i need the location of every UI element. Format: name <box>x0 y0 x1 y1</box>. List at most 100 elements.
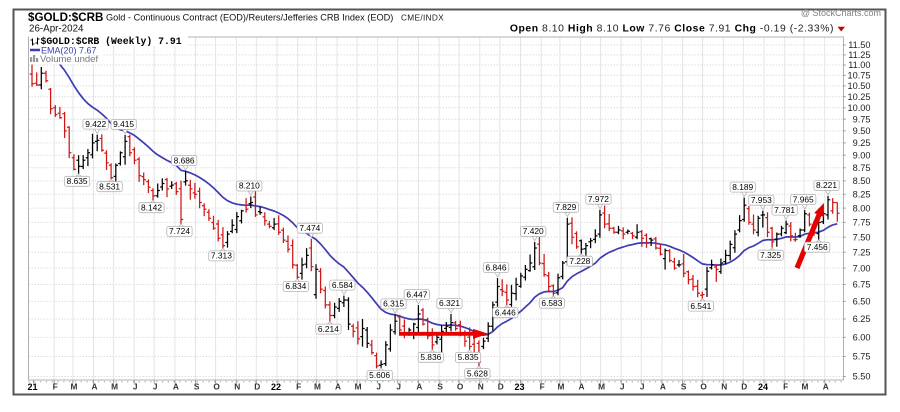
svg-text:M: M <box>355 382 362 392</box>
svg-text:A: A <box>416 382 422 392</box>
svg-text:A: A <box>823 382 829 392</box>
svg-text:M: M <box>557 382 564 392</box>
svg-text:M: M <box>70 382 77 392</box>
svg-text:26-Apr-2024: 26-Apr-2024 <box>29 24 84 35</box>
svg-text:F: F <box>53 382 58 392</box>
svg-text:J: J <box>133 382 138 392</box>
svg-text:A: A <box>173 382 179 392</box>
svg-text:8.221: 8.221 <box>816 180 837 190</box>
svg-text:F: F <box>296 382 301 392</box>
svg-text:11.50: 11.50 <box>848 40 870 50</box>
svg-text:CME/INDX: CME/INDX <box>401 13 444 23</box>
svg-text:6.315: 6.315 <box>383 299 404 309</box>
svg-text:23: 23 <box>514 382 524 392</box>
svg-text:D: D <box>254 382 260 392</box>
svg-text:D: D <box>498 382 504 392</box>
svg-text:9.422: 9.422 <box>85 119 106 129</box>
svg-text:J: J <box>376 382 381 392</box>
svg-text:F: F <box>540 382 545 392</box>
svg-text:6.583: 6.583 <box>541 298 562 308</box>
svg-text:7.25: 7.25 <box>853 248 871 258</box>
svg-text:7.456: 7.456 <box>807 242 828 252</box>
svg-text:8.142: 8.142 <box>141 202 162 212</box>
svg-text:A: A <box>92 382 98 392</box>
svg-text:9.25: 9.25 <box>853 138 871 148</box>
svg-text:O: O <box>213 382 220 392</box>
svg-text:11.25: 11.25 <box>848 50 870 60</box>
svg-text:9.75: 9.75 <box>853 114 871 124</box>
svg-text:N: N <box>234 382 240 392</box>
svg-text:6.321: 6.321 <box>439 298 460 308</box>
svg-text:5.835: 5.835 <box>458 352 479 362</box>
svg-text:@ StockCharts.com: @ StockCharts.com <box>801 8 881 18</box>
svg-text:J: J <box>620 382 625 392</box>
svg-text:Volume undef: Volume undef <box>40 54 98 65</box>
svg-text:O: O <box>700 382 707 392</box>
svg-text:7.75: 7.75 <box>853 218 871 228</box>
svg-text:J: J <box>640 382 645 392</box>
svg-text:5.836: 5.836 <box>420 352 441 362</box>
svg-text:9.00: 9.00 <box>853 150 871 160</box>
svg-text:7.972: 7.972 <box>588 194 609 204</box>
svg-text:10.75: 10.75 <box>848 71 871 81</box>
svg-text:N: N <box>721 382 727 392</box>
svg-text:6.75: 6.75 <box>853 280 871 290</box>
svg-text:7.228: 7.228 <box>569 256 590 266</box>
svg-text:7.724: 7.724 <box>169 226 190 236</box>
svg-text:22: 22 <box>271 382 281 392</box>
svg-text:A: A <box>660 382 666 392</box>
svg-text:8.210: 8.210 <box>239 181 260 191</box>
svg-text:10.25: 10.25 <box>848 92 871 102</box>
svg-text:10.50: 10.50 <box>848 81 871 91</box>
svg-text:8.686: 8.686 <box>174 155 195 165</box>
svg-text:M: M <box>598 382 605 392</box>
svg-text:M: M <box>111 382 118 392</box>
svg-text:7.00: 7.00 <box>853 263 871 273</box>
svg-text:S: S <box>681 382 687 392</box>
svg-text:7.965: 7.965 <box>793 194 814 204</box>
svg-text:9.50: 9.50 <box>853 126 871 136</box>
svg-text:7.313: 7.313 <box>211 251 232 261</box>
svg-text:7.420: 7.420 <box>523 226 544 236</box>
svg-text:7.953: 7.953 <box>751 195 772 205</box>
svg-text:7.829: 7.829 <box>555 202 576 212</box>
svg-text:6.446: 6.446 <box>495 307 516 317</box>
svg-text:N: N <box>478 382 484 392</box>
svg-text:8.25: 8.25 <box>853 190 871 200</box>
svg-text:9.415: 9.415 <box>113 119 134 129</box>
svg-text:6.846: 6.846 <box>486 262 507 272</box>
svg-text:M: M <box>802 382 809 392</box>
svg-text:J: J <box>153 382 158 392</box>
svg-text:J: J <box>396 382 401 392</box>
svg-text:Gold - Continuous Contract (EO: Gold - Continuous Contract (EOD)/Reuters… <box>106 13 393 23</box>
svg-text:6.25: 6.25 <box>853 314 871 324</box>
svg-text:6.447: 6.447 <box>406 289 427 299</box>
svg-text:Open 8.10 High 8.10 Low 7.76 C: Open 8.10 High 8.10 Low 7.76 Close 7.91 … <box>510 24 834 35</box>
svg-text:6.50: 6.50 <box>853 297 871 307</box>
svg-text:$GOLD:$CRB (Weekly) 7.91: $GOLD:$CRB (Weekly) 7.91 <box>41 36 182 47</box>
svg-text:$GOLD:$CRB: $GOLD:$CRB <box>28 11 103 24</box>
svg-text:11.00: 11.00 <box>848 60 870 70</box>
svg-text:S: S <box>437 382 443 392</box>
svg-text:8.75: 8.75 <box>853 163 871 173</box>
svg-text:10.00: 10.00 <box>848 103 871 113</box>
svg-text:5.50: 5.50 <box>853 372 871 382</box>
svg-text:8.00: 8.00 <box>853 203 871 213</box>
svg-text:F: F <box>783 382 788 392</box>
svg-text:6.584: 6.584 <box>332 280 353 290</box>
svg-text:EMA(20) 7.67: EMA(20) 7.67 <box>41 46 97 56</box>
svg-text:7.474: 7.474 <box>299 223 320 233</box>
svg-text:8.189: 8.189 <box>732 182 753 192</box>
svg-text:24: 24 <box>758 382 768 392</box>
svg-text:O: O <box>457 382 464 392</box>
svg-text:7.50: 7.50 <box>853 232 871 242</box>
svg-text:5.75: 5.75 <box>853 352 871 362</box>
svg-text:M: M <box>314 382 321 392</box>
svg-text:8.531: 8.531 <box>99 181 120 191</box>
svg-text:8.50: 8.50 <box>853 176 871 186</box>
svg-text:7.781: 7.781 <box>774 205 795 215</box>
svg-text:D: D <box>741 382 747 392</box>
svg-text:6.541: 6.541 <box>690 301 711 311</box>
svg-text:5.606: 5.606 <box>369 370 390 380</box>
svg-text:A: A <box>335 382 341 392</box>
